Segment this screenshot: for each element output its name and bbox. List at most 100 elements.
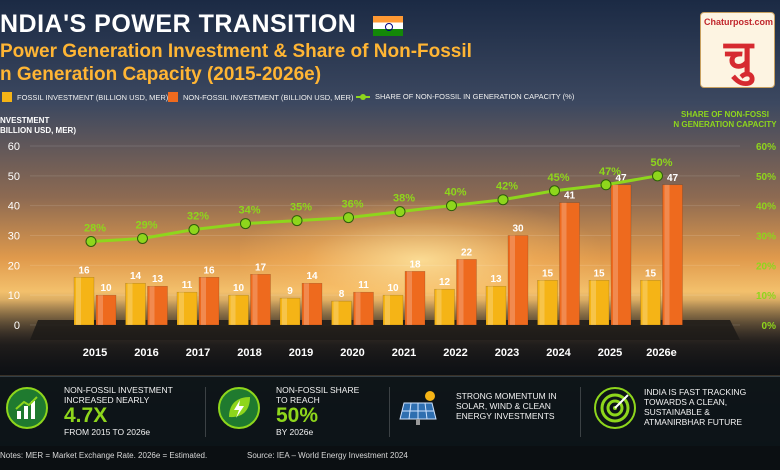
legend-label-non-fossil: NON-FOSSIL INVESTMENT (BILLION USD, MER) [183, 92, 354, 102]
share-point [394, 206, 406, 218]
insight-line: SOLAR, WIND & CLEAN [456, 401, 551, 411]
lightning-leaf-icon [218, 387, 260, 429]
bar-fossil [125, 282, 146, 326]
share-line-path [90, 174, 658, 243]
bar-non-fossil [456, 259, 477, 326]
share-label: 42% [496, 181, 518, 193]
share-point [85, 235, 97, 247]
bar-highlight [510, 235, 515, 325]
bar-label-fossil: 15 [593, 268, 605, 279]
footer-notes: Notes: MER = Market Exchange Rate. 2026e… [0, 451, 208, 460]
logo-site-name: Chaturpost.com [703, 17, 773, 27]
insight-line: INDIA IS FAST TRACKING [644, 387, 747, 397]
growth-chart-icon [6, 387, 48, 429]
y-tick-left-label: 50 [8, 171, 20, 183]
bar-label-non-fossil: 16 [203, 265, 215, 276]
bar-non-fossil [198, 277, 220, 326]
bar-fossil [176, 291, 198, 326]
bar-highlight [201, 277, 206, 325]
x-tick-label: 2016 [134, 347, 158, 359]
y-axis-left-title-line-2: BILLION USD, MER) [0, 126, 76, 135]
share-label: 35% [290, 202, 312, 214]
insight-line: TO REACH [276, 395, 320, 405]
x-tick-label: 2024 [546, 347, 571, 359]
share-label: 38% [393, 193, 415, 205]
y-axis-right-title-line-1: SHARE OF NON-FOSSI [680, 110, 769, 119]
share-label: 50% [650, 157, 672, 169]
card-divider [580, 387, 581, 437]
insight-card-future: INDIA IS FAST TRACKING TOWARDS A CLEAN, … [588, 377, 778, 447]
x-tick-label: 2025 [598, 347, 622, 359]
india-flag-icon [373, 16, 403, 36]
bar-highlight [98, 295, 103, 325]
bar-label-non-fossil: 11 [358, 280, 369, 291]
y-tick-left-label: 30 [8, 231, 20, 243]
bar-highlight [642, 280, 648, 325]
insight-line: NON-FOSSIL SHARE [276, 385, 360, 395]
insight-line: TOWARDS A CLEAN, [644, 397, 728, 407]
insight-line: SUSTAINABLE & [644, 407, 710, 417]
bar-label-fossil: 9 [287, 286, 293, 297]
share-point [188, 224, 200, 236]
bar-highlight [179, 292, 184, 325]
share-line: 28% 29% 32% 34% 35% 36% 38% 40% 42% 45% 47% 50% [84, 157, 673, 247]
bar-highlight [76, 277, 81, 325]
bar-highlight [561, 202, 567, 325]
bar-label-fossil: 13 [490, 274, 502, 285]
x-tick-label: 2022 [443, 347, 467, 359]
share-point [549, 185, 560, 197]
insight-line: NON-FOSSIL INVESTMENT [64, 385, 173, 395]
y-tick-left-label: 60 [8, 141, 20, 153]
legend-swatch-fossil [2, 92, 12, 102]
solar-panel-icon [398, 387, 440, 429]
bar-non-fossil [301, 282, 323, 326]
y-ticks-left: 0 10 20 30 40 50 60 [8, 141, 20, 332]
share-label: 36% [341, 199, 363, 211]
y-tick-left-label: 10 [8, 290, 20, 302]
share-label: 28% [84, 222, 106, 234]
site-logo[interactable]: Chaturpost.com चु [700, 12, 775, 88]
y-tick-right-label: 30% [756, 232, 776, 243]
bar-label-non-fossil: 47 [667, 173, 679, 184]
x-tick-label: 2023 [495, 347, 519, 359]
share-label: 47% [599, 166, 621, 178]
legend-label-fossil: FOSSIL INVESTMENT (BILLION USD, MER) [17, 92, 169, 102]
insight-card-momentum: STRONG MOMENTUM IN SOLAR, WIND & CLEAN E… [392, 377, 577, 447]
bar-label-non-fossil: 18 [409, 259, 421, 270]
legend-item-share: SHARE OF NON-FOSSIL IN GENERATION CAPACI… [356, 92, 574, 101]
bar-non-fossil [404, 271, 426, 326]
bar-label-non-fossil: 47 [615, 173, 627, 184]
bar-label-fossil: 11 [182, 280, 193, 291]
insight-line: FROM 2015 TO 2026e [64, 427, 151, 437]
share-label: 32% [187, 211, 209, 223]
card-divider [389, 387, 390, 437]
y-ticks-right: 0% 10% 20% 30% 40% 50% 60% [756, 142, 776, 332]
legend-swatch-share [356, 93, 370, 100]
bar-label-non-fossil: 22 [461, 247, 473, 258]
bar-highlight [304, 283, 309, 325]
y-axis-right-title-line-2: N GENERATION CAPACITY [673, 120, 777, 129]
insight-text-future: INDIA IS FAST TRACKING TOWARDS A CLEAN, … [644, 387, 746, 427]
insight-figure: 4.7X [64, 404, 108, 427]
bar-highlight [252, 274, 258, 325]
bar-label-non-fossil: 13 [152, 274, 164, 285]
bar-label-non-fossil: 14 [306, 271, 318, 282]
bar-label-fossil: 14 [130, 271, 142, 282]
bar-highlight [613, 184, 618, 325]
bar-fossil [588, 280, 610, 326]
footer-source: Source: IEA – World Energy Investment 20… [247, 451, 408, 460]
bar-label-fossil: 10 [387, 283, 399, 294]
share-point [291, 215, 303, 227]
bar-fossil [331, 300, 352, 326]
share-point [652, 170, 663, 182]
subtitle-line-2: n Generation Capacity (2015-2026e) [0, 64, 322, 85]
insight-card-share: NON-FOSSIL SHARE TO REACH 50% BY 2026e [212, 377, 387, 447]
bar-fossil [434, 288, 455, 326]
x-tick-label: 2019 [289, 347, 313, 359]
bars [73, 184, 683, 326]
insight-line: ENERGY INVESTMENTS [456, 411, 555, 421]
y-tick-right-label: 40% [756, 202, 776, 213]
bar-fossil [382, 294, 404, 326]
insight-line: ATMANIRBHAR FUTURE [644, 417, 743, 427]
